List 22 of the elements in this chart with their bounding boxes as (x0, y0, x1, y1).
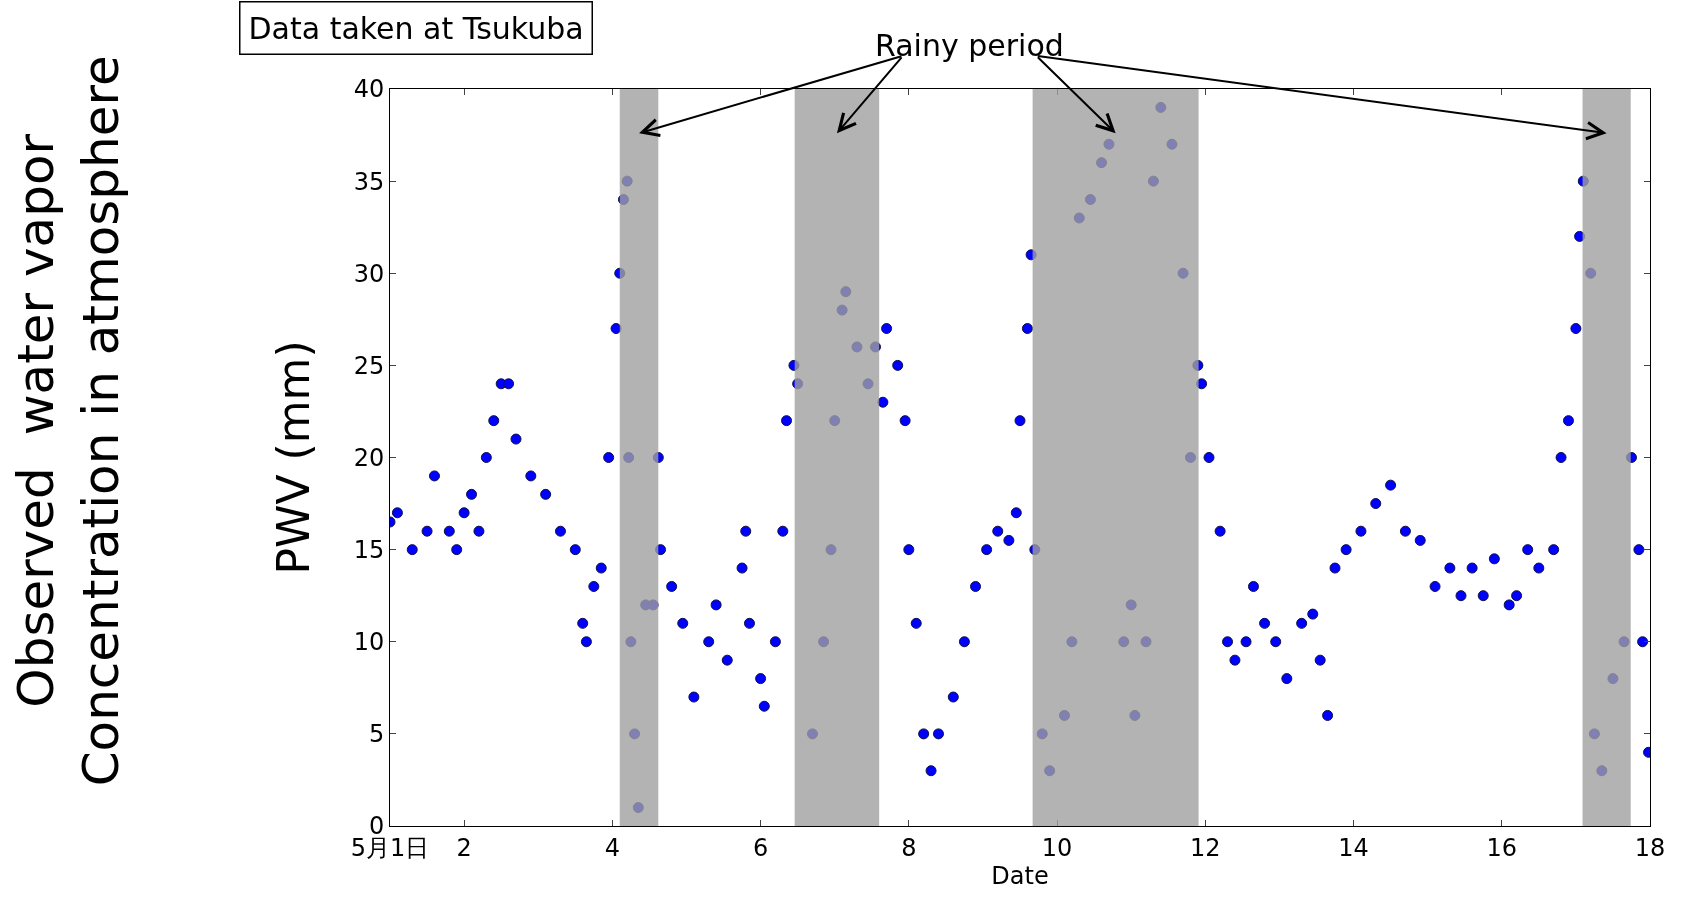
text: Rainy period (875, 28, 1064, 63)
x-tick-label: 6 (752, 833, 769, 862)
y-axis-title: PWV (mm) (267, 340, 319, 575)
y-tick-label: 10 (353, 628, 385, 657)
x-tick-label: 18 (1634, 833, 1666, 862)
y-tick-label: 30 (353, 259, 385, 288)
chart-title: Data taken at Tsukuba (248, 10, 584, 46)
x-tick-label: 12 (1190, 833, 1221, 862)
y-tick-label: 5 (368, 720, 385, 749)
y-tick-label: 40 (353, 75, 385, 104)
y-tick-label: 35 (353, 167, 385, 196)
x-tick-label: 8 (901, 833, 917, 862)
x-tick-label: 4 (604, 833, 620, 862)
y-tick-label: 20 (353, 443, 385, 472)
x-tick-label: 14 (1338, 833, 1369, 862)
x-tick-label: 10 (1041, 833, 1073, 862)
y-tick-label: 25 (353, 351, 385, 380)
text: Observed water vapor Concentration in atmosphere (7, 55, 131, 787)
y-tick-label: 15 (353, 536, 385, 565)
x-axis-title: Date (991, 861, 1049, 890)
x-tick-label: 2 (456, 833, 472, 862)
x-tick-label: 16 (1486, 833, 1518, 862)
